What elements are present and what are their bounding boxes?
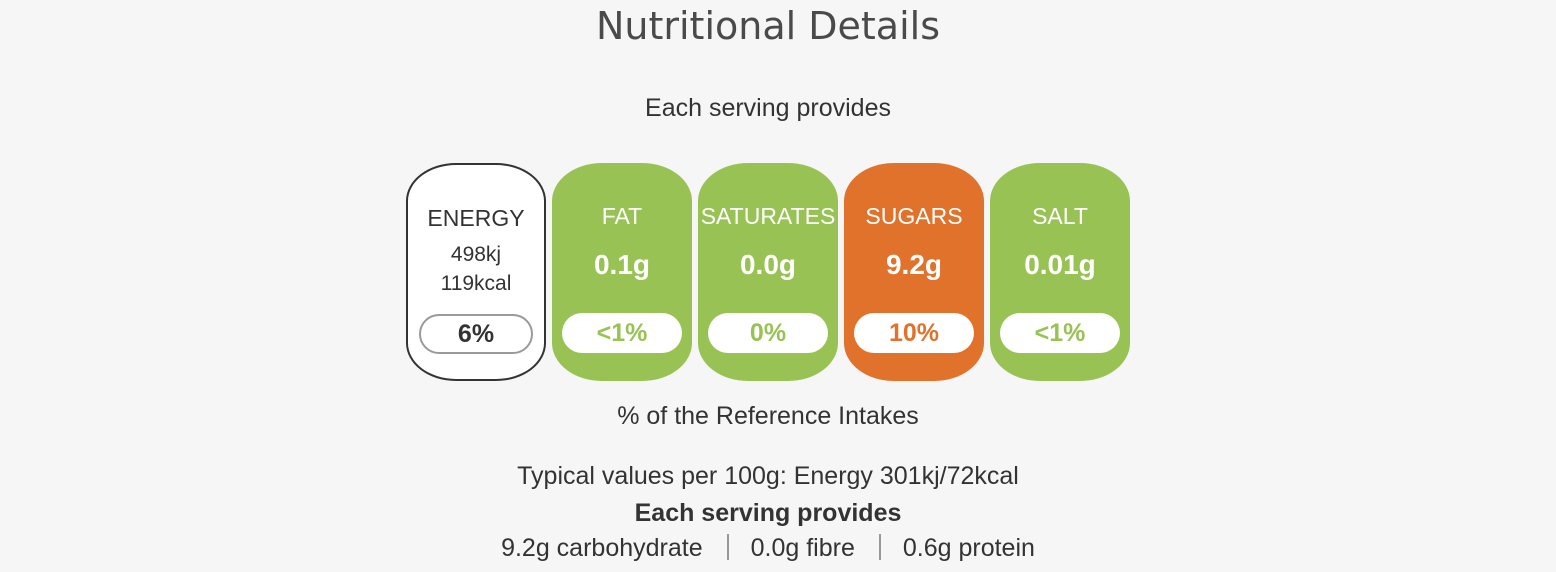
carbohydrate-value: 9.2g carbohydrate (501, 534, 703, 562)
page-title: Nutritional Details (595, 4, 941, 48)
energy-kcal: 119kcal (440, 272, 512, 295)
saturates-amount: 0.0g (739, 249, 797, 280)
energy-kj: 498kj (450, 243, 502, 266)
fat-label: FAT 0.1g <1% (552, 163, 692, 381)
energy-label: ENERGY 498kj 119kcal 6% (406, 163, 546, 381)
sugars-percent: 10% (854, 313, 974, 353)
traffic-light-labels: ENERGY 498kj 119kcal 6% FAT 0.1g <1% SAT… (406, 163, 1132, 383)
sugars-label-name: SUGARS (865, 203, 963, 229)
fat-percent: <1% (562, 313, 682, 353)
typical-values-per-100g: Typical values per 100g: Energy 301kj/72… (517, 462, 1019, 490)
energy-label-name: ENERGY (427, 205, 525, 231)
divider (878, 534, 881, 560)
salt-label-name: SALT (1032, 203, 1088, 229)
saturates-label: SATURATES 0.0g 0% (698, 163, 838, 381)
salt-label: SALT 0.01g <1% (990, 163, 1130, 381)
serving-heading: Each serving provides (645, 94, 891, 122)
sugars-amount: 9.2g (885, 249, 943, 280)
fat-amount: 0.1g (593, 249, 651, 280)
salt-amount: 0.01g (1024, 249, 1096, 280)
divider (726, 534, 729, 560)
extra-nutrients: 9.2g carbohydrate 0.0g fibre 0.6g protein (0, 534, 1536, 563)
reference-intake-caption: % of the Reference Intakes (617, 402, 919, 430)
fibre-value: 0.0g fibre (750, 534, 855, 562)
salt-percent: <1% (1000, 313, 1120, 353)
serving-subheading: Each serving provides (634, 499, 902, 527)
sugars-label: SUGARS 9.2g 10% (844, 163, 984, 381)
saturates-percent: 0% (708, 313, 828, 353)
protein-value: 0.6g protein (902, 534, 1035, 562)
fat-label-name: FAT (601, 203, 643, 229)
energy-percent: 6% (419, 314, 533, 354)
saturates-label-name: SATURATES (700, 203, 836, 229)
